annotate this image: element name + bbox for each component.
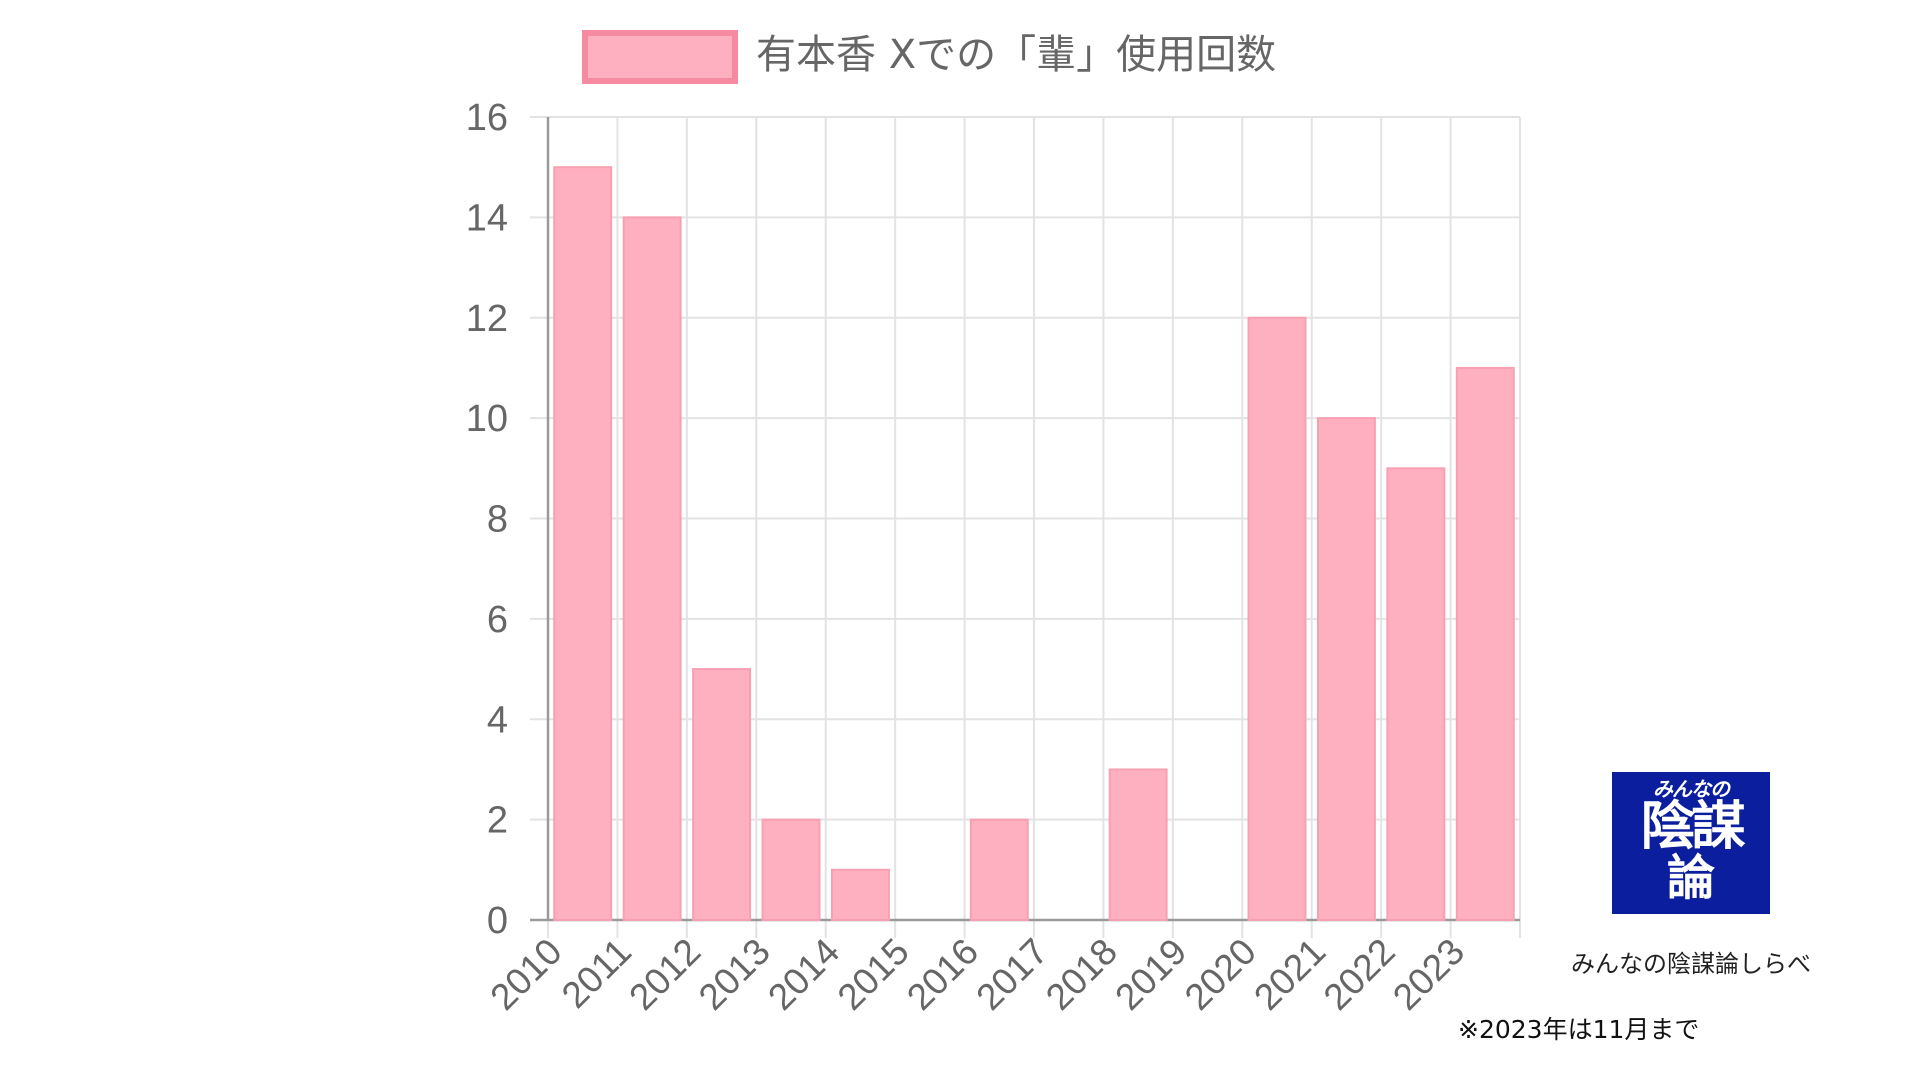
bar-2021 (1316, 417, 1376, 921)
site-logo: みんなの 陰謀 論 (1612, 772, 1770, 914)
y-tick-label: 2 (487, 800, 508, 842)
x-tick-label: 2010 (482, 931, 569, 1018)
logo-caption: みんなの陰謀論しらべ (1571, 950, 1811, 978)
y-tick-label: 14 (466, 197, 508, 239)
x-tick-label: 2014 (760, 931, 847, 1018)
x-tick-label: 2019 (1107, 931, 1194, 1018)
y-tick-label: 10 (466, 398, 508, 440)
bar-2010 (553, 166, 613, 921)
y-tick-label: 4 (487, 699, 508, 741)
y-tick-label: 0 (487, 900, 508, 942)
x-tick-label: 2013 (691, 931, 778, 1018)
x-tick-label: 2020 (1177, 931, 1264, 1018)
x-tick-label: 2016 (899, 931, 986, 1018)
bar-2014 (830, 868, 890, 921)
legend-label: 有本香 Xでの「輩」使用回数 (756, 32, 1276, 78)
x-tick-label: 2017 (968, 931, 1055, 1018)
y-tick-label: 6 (487, 599, 508, 641)
x-tick-label: 2018 (1038, 931, 1125, 1018)
x-tick-label: 2023 (1385, 931, 1472, 1018)
bar-2020 (1247, 316, 1307, 921)
bar-2018 (1108, 768, 1168, 921)
footnote: ※2023年は11月まで (1458, 1015, 1700, 1044)
logo-text-top: みんなの (1653, 777, 1730, 801)
x-tick-label: 2011 (554, 931, 639, 1016)
y-tick-label: 8 (487, 499, 508, 541)
x-tick-label: 2022 (1316, 931, 1403, 1018)
bar-2022 (1386, 467, 1446, 921)
logo-text-bottom: 論 (1666, 850, 1715, 906)
bar-2011 (622, 216, 682, 921)
logo-text-main: 陰謀 (1640, 797, 1746, 857)
bar-2016 (969, 818, 1029, 921)
legend-swatch (582, 30, 738, 84)
x-tick-label: 2012 (621, 931, 708, 1018)
bar-2013 (761, 818, 821, 921)
y-tick-label: 12 (466, 298, 508, 340)
bar-2023 (1455, 366, 1515, 921)
y-tick-label: 16 (466, 97, 508, 139)
bar-2012 (692, 668, 752, 921)
x-tick-label: 2015 (830, 931, 917, 1018)
x-tick-label: 2021 (1246, 931, 1333, 1018)
